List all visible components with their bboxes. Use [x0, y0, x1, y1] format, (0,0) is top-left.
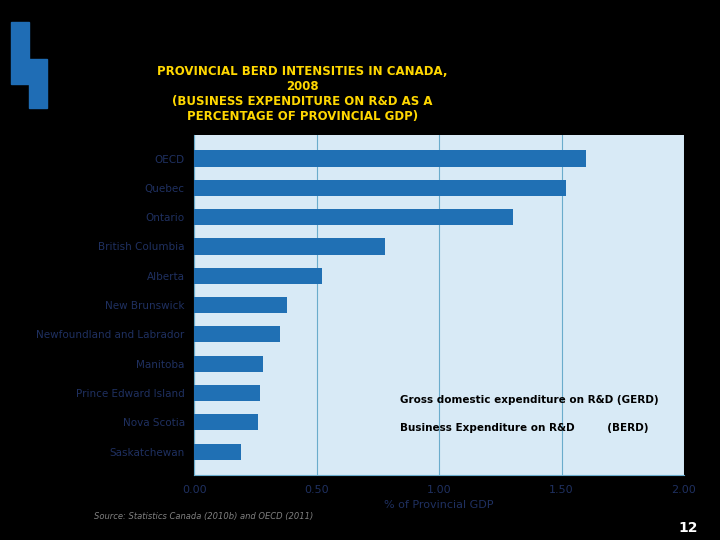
Text: 12: 12	[679, 521, 698, 535]
Text: PROVINCIAL BERD INTENSITIES IN CANADA,
2008
(BUSINESS EXPENDITURE ON R&D AS A
PE: PROVINCIAL BERD INTENSITIES IN CANADA, 2…	[157, 65, 448, 123]
Bar	[194, 151, 586, 166]
Bar	[194, 238, 385, 254]
Text: Business Expenditure on R&D         (BERD): Business Expenditure on R&D (BERD)	[400, 423, 649, 433]
Bar	[194, 209, 513, 225]
Text: Organisation for Economic Co-operation and Development  (OECD): Organisation for Economic Co-operation a…	[194, 122, 546, 131]
X-axis label: % of Provincial GDP: % of Provincial GDP	[384, 501, 494, 510]
Text: Source: Statistics Canada (2010b) and OECD (2011): Source: Statistics Canada (2010b) and OE…	[94, 512, 313, 521]
Bar	[194, 180, 567, 196]
Bar	[194, 297, 287, 313]
Bar	[194, 356, 263, 372]
Bar	[194, 326, 280, 342]
Bar	[194, 268, 322, 284]
Bar	[194, 444, 241, 460]
Text: Gross domestic expenditure on R&D (GERD): Gross domestic expenditure on R&D (GERD)	[400, 395, 659, 406]
Bar	[194, 385, 261, 401]
Bar	[194, 414, 258, 430]
